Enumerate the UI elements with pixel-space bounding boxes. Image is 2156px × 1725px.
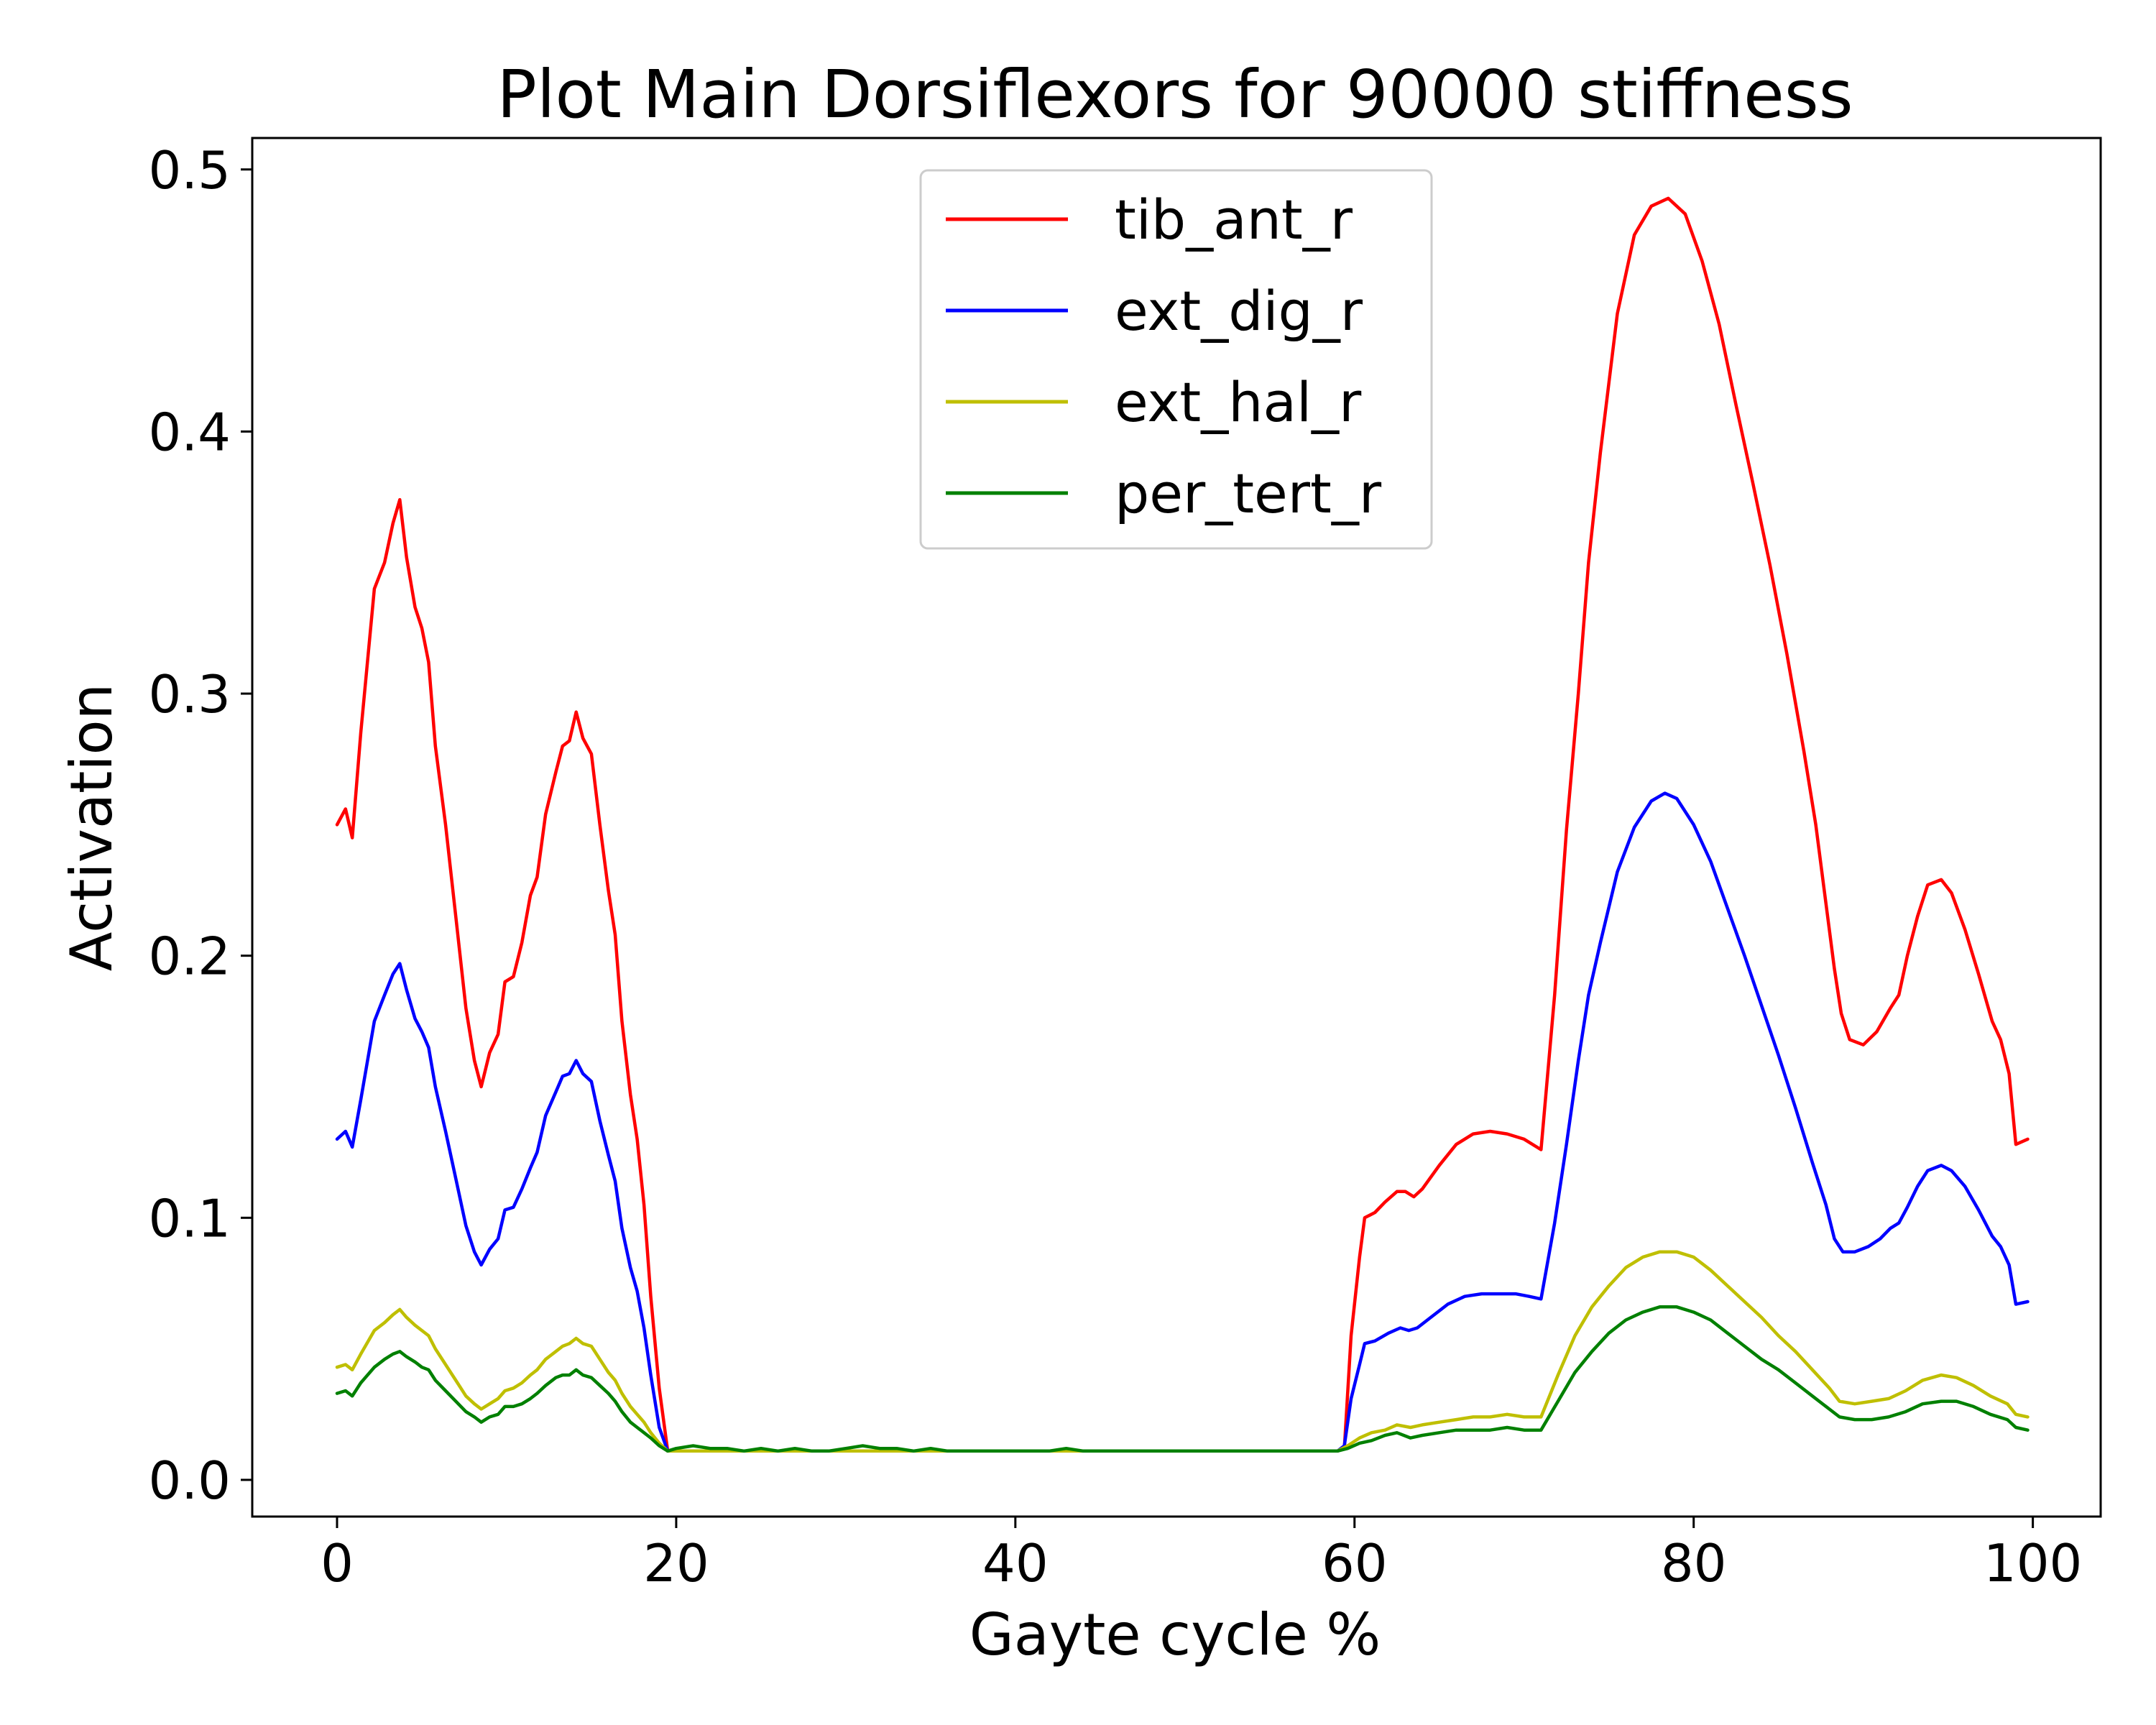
legend-label-ext_dig_r: ext_dig_r	[1115, 279, 1363, 343]
series-lines	[335, 196, 2030, 1453]
plot-frame	[251, 137, 2102, 1518]
y-axis-ticks: 0.0 0.1 0.2 0.3 0.4 0.5	[148, 140, 252, 1511]
x-axis-label: Gayte cycle %	[969, 1601, 1381, 1668]
y-tick-label: 0.0	[148, 1450, 231, 1511]
series-line-tib_ant_r	[335, 196, 2030, 1453]
legend-entries: tib_ant_r ext_dig_r ext_hal_r per_tert_r	[946, 188, 1382, 525]
y-tick-label: 0.5	[148, 140, 231, 201]
y-tick-label: 0.3	[148, 664, 231, 724]
x-tick-label: 60	[1322, 1533, 1388, 1593]
y-axis-label: Activation	[58, 684, 125, 972]
x-tick-label: 40	[982, 1533, 1049, 1593]
series-line-ext_hal_r	[335, 1250, 2030, 1453]
x-tick-label: 0	[321, 1533, 354, 1593]
series-line-per_tert_r	[335, 1305, 2030, 1453]
legend-label-per_tert_r: per_tert_r	[1115, 461, 1382, 525]
chart-title: Plot Main Dorsiflexors for 90000 stiffne…	[497, 56, 1853, 133]
x-tick-label: 100	[1984, 1533, 2082, 1593]
x-axis-ticks: 0 20 40 60 80 100	[321, 1517, 2082, 1593]
y-tick-label: 0.2	[148, 926, 231, 987]
legend: tib_ant_r ext_dig_r ext_hal_r per_tert_r	[919, 169, 1433, 550]
x-tick-label: 20	[643, 1533, 709, 1593]
legend-label-ext_hal_r: ext_hal_r	[1115, 370, 1362, 434]
legend-box	[919, 169, 1433, 550]
x-tick-label: 80	[1661, 1533, 1727, 1593]
series-line-ext_dig_r	[335, 791, 2030, 1453]
y-tick-label: 0.4	[148, 402, 231, 462]
y-tick-label: 0.1	[148, 1188, 231, 1248]
legend-label-tib_ant_r: tib_ant_r	[1115, 188, 1353, 252]
